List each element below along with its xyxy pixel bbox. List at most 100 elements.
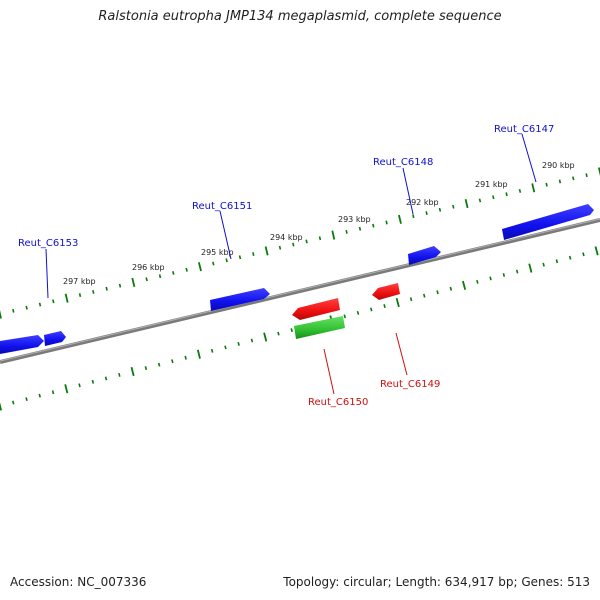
outer-tick	[545, 182, 548, 187]
outer-tick-ring	[0, 167, 600, 319]
inner-tick	[476, 279, 479, 284]
outer-tick	[198, 262, 202, 272]
gene-label-reut-c6149[interactable]: Reut_C6149	[380, 379, 440, 390]
callout-reut-c6150	[323, 348, 335, 395]
inner-tick	[184, 355, 187, 360]
inner-tick	[210, 348, 214, 353]
outer-tick	[318, 236, 322, 241]
callout-reut-c6147	[521, 133, 537, 183]
scale-label-296: 296 kbp	[132, 263, 165, 272]
scale-label-293: 293 kbp	[338, 215, 371, 224]
inner-tick	[409, 297, 413, 302]
outer-tick	[345, 230, 348, 234]
outer-tick	[52, 299, 55, 304]
outer-tick	[252, 252, 255, 256]
gene-label-reut-c6153[interactable]: Reut_C6153	[18, 238, 78, 249]
inner-tick	[395, 297, 400, 308]
scale-label-295: 295 kbp	[201, 248, 234, 257]
outer-tick	[105, 286, 108, 291]
inner-tick	[118, 373, 121, 377]
outer-tick	[225, 258, 228, 263]
inner-tick	[542, 262, 545, 267]
gene-reut-c6151[interactable]	[210, 288, 270, 311]
outer-tick	[398, 214, 402, 224]
inner-tick	[423, 293, 426, 298]
outer-tick	[558, 179, 562, 184]
outer-tick	[12, 308, 15, 313]
outer-tick	[278, 245, 282, 250]
inner-tick	[171, 359, 174, 364]
inner-tick	[263, 332, 268, 342]
outer-tick	[412, 214, 415, 219]
outer-tick	[78, 293, 82, 297]
outer-tick	[438, 207, 442, 212]
gene-reut-c6150[interactable]	[292, 298, 340, 320]
outer-tick	[518, 189, 522, 193]
gene-reut-c6148[interactable]	[408, 246, 441, 265]
gene-reut-c6150-green[interactable]	[294, 316, 345, 339]
outer-tick	[118, 283, 122, 288]
gene-reut-c6149[interactable]	[372, 283, 400, 300]
gene-reut-c6153-a[interactable]	[0, 335, 44, 354]
outer-tick	[212, 261, 215, 266]
outer-tick	[425, 211, 428, 215]
inner-tick	[489, 276, 492, 281]
outer-tick	[505, 192, 508, 197]
inner-tick	[64, 384, 69, 394]
scale-label-290: 290 kbp	[542, 161, 575, 170]
inner-tick	[130, 366, 135, 377]
inner-tick	[594, 246, 599, 256]
inner-tick	[224, 345, 227, 350]
outer-tick	[305, 239, 308, 244]
inner-tick	[449, 286, 453, 291]
inner-tick	[91, 379, 95, 384]
outer-tick	[292, 242, 295, 247]
outer-tick	[385, 220, 388, 225]
outer-tick	[185, 267, 188, 272]
scale-label-291: 291 kbp	[475, 180, 508, 189]
inner-tick	[582, 252, 585, 257]
inner-tick	[12, 400, 15, 405]
inner-tick	[436, 290, 439, 295]
callout-reut-c6153	[45, 248, 49, 299]
inner-tick	[528, 263, 533, 273]
inner-tick	[51, 390, 55, 395]
inner-tick	[568, 255, 572, 260]
inner-tick	[343, 314, 346, 319]
outer-tick	[92, 290, 95, 294]
scale-label-297: 297 kbp	[63, 277, 96, 286]
inner-tick-ring	[0, 246, 599, 411]
gene-label-reut-c6147[interactable]: Reut_C6147	[494, 124, 554, 135]
inner-tick	[502, 273, 506, 277]
inner-tick	[370, 307, 373, 312]
inner-tick	[356, 310, 360, 315]
outer-tick	[264, 246, 269, 256]
outer-tick	[238, 255, 242, 260]
inner-tick	[462, 280, 467, 290]
outer-tick	[172, 271, 175, 275]
gene-reut-c6147[interactable]	[502, 204, 594, 240]
outer-tick	[464, 198, 469, 209]
callout-reut-c6149	[395, 332, 408, 376]
inner-tick	[277, 331, 280, 336]
inner-tick	[250, 338, 254, 343]
inner-tick	[0, 402, 2, 411]
outer-tick	[158, 274, 162, 279]
outer-tick	[131, 277, 136, 288]
outer-tick	[452, 204, 455, 209]
genome-summary-text: Topology: circular; Length: 634,917 bp; …	[283, 575, 590, 589]
gene-label-reut-c6150[interactable]: Reut_C6150	[308, 397, 368, 408]
map-title: Ralstonia eutropha JMP134 megaplasmid, c…	[98, 9, 502, 24]
gene-label-reut-c6148[interactable]: Reut_C6148	[373, 157, 433, 168]
outer-tick	[531, 183, 536, 193]
accession-text: Accession: NC_007336	[10, 575, 147, 589]
outer-tick	[25, 305, 28, 310]
outer-tick	[492, 195, 495, 200]
outer-tick	[0, 309, 2, 319]
inner-tick	[144, 366, 148, 370]
gene-reut-c6153-b[interactable]	[44, 331, 66, 346]
outer-tick	[585, 173, 588, 178]
gene-label-reut-c6151[interactable]: Reut_C6151	[192, 201, 252, 212]
inner-tick	[515, 269, 519, 274]
